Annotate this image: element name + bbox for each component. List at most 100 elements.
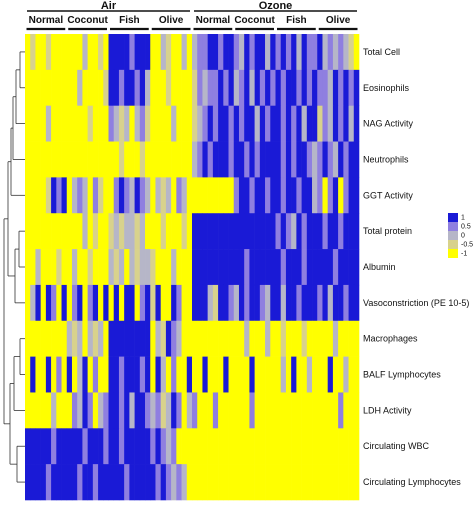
group-label: Normal — [196, 15, 231, 26]
heatmap-cell — [238, 141, 245, 178]
heatmap-cell — [98, 34, 104, 71]
heatmap-cell — [150, 177, 156, 214]
heatmap-cell — [306, 141, 313, 178]
heatmap-cell — [98, 105, 104, 142]
heatmap-cell — [218, 284, 224, 322]
heatmap-cell — [155, 177, 161, 214]
heatmap-cell — [312, 105, 318, 142]
heatmap-cell — [322, 249, 328, 286]
heatmap-cell — [118, 34, 125, 71]
heatmap-cell — [223, 320, 229, 357]
color-legend: 1 0.5 0 -0.5 -1 — [448, 213, 473, 258]
heatmap-cell — [118, 320, 125, 357]
heatmap-cell — [171, 464, 177, 501]
heatmap-cell — [165, 356, 172, 393]
heatmap-cell — [181, 141, 188, 178]
heatmap-cell — [244, 428, 250, 465]
heatmap-cell — [353, 69, 360, 106]
heatmap-cell — [244, 284, 250, 322]
heatmap-cell — [192, 213, 198, 250]
heatmap-cell — [118, 284, 125, 322]
heatmap-cell — [228, 320, 235, 357]
heatmap-cell — [207, 105, 214, 142]
heatmap-cell — [270, 464, 276, 501]
heatmap-cell — [197, 392, 203, 429]
heatmap-cell — [160, 213, 167, 250]
heatmap-cell — [202, 392, 208, 429]
heatmap-cell — [197, 213, 203, 250]
heatmap-cell — [160, 105, 167, 142]
heatmap-cell — [87, 34, 94, 71]
heatmap-cell — [87, 428, 94, 465]
heatmap-cell — [129, 428, 135, 465]
heatmap-cell — [301, 69, 308, 106]
heatmap-cell — [259, 284, 266, 322]
heatmap-cell — [317, 464, 323, 501]
heatmap-cell — [186, 34, 193, 71]
heatmap-cell — [181, 428, 188, 465]
heatmap-cell — [45, 464, 52, 501]
heatmap-cell — [118, 177, 125, 214]
heatmap-cell — [207, 213, 214, 250]
heatmap-cell — [118, 428, 125, 465]
heatmap-cell — [270, 105, 276, 142]
heatmap-cell — [192, 141, 198, 178]
heatmap-cell — [270, 69, 276, 106]
heatmap-cell — [45, 213, 52, 250]
legend-swatch — [448, 222, 458, 231]
heatmap-cell — [317, 105, 323, 142]
heatmap-cell — [176, 69, 182, 106]
heatmap-cell — [207, 177, 214, 214]
heatmap-cell — [87, 249, 94, 286]
heatmap-cell — [280, 284, 287, 322]
heatmap-cell — [150, 356, 156, 393]
heatmap-cell — [312, 213, 318, 250]
heatmap-cell — [254, 105, 261, 142]
heatmap-cell — [61, 284, 68, 322]
heatmap-cell — [98, 213, 104, 250]
heatmap-cell — [113, 464, 120, 501]
heatmap-cell — [56, 213, 62, 250]
heatmap-cell — [155, 428, 161, 465]
legend-swatch — [448, 213, 458, 222]
heatmap-cell — [218, 356, 224, 393]
heatmap-cell — [165, 69, 172, 106]
heatmap-cell — [327, 141, 334, 178]
heatmap-cell — [306, 69, 313, 106]
heatmap-cell — [244, 105, 250, 142]
heatmap-cell — [254, 392, 261, 429]
heatmap-cell — [265, 392, 271, 429]
heatmap-cell — [259, 320, 266, 357]
heatmap-cell — [186, 141, 193, 178]
heatmap-cell — [171, 69, 177, 106]
heatmap-cell — [145, 392, 151, 429]
heatmap-cell — [139, 141, 146, 178]
heatmap-cell — [322, 284, 328, 322]
heatmap-cell — [87, 464, 94, 501]
heatmap-cell — [348, 213, 355, 250]
heatmap-cell — [327, 392, 334, 429]
heatmap-cell — [338, 428, 344, 465]
heatmap-cell — [113, 356, 120, 393]
heatmap-cell — [249, 284, 255, 322]
group-label: Olive — [326, 15, 351, 26]
heatmap-cell — [155, 464, 161, 501]
heatmap-cell — [238, 34, 245, 71]
heatmap-cell — [238, 213, 245, 250]
heatmap-cell — [113, 392, 120, 429]
heatmap-cell — [223, 249, 229, 286]
heatmap-cell — [265, 141, 271, 178]
heatmap-cell — [66, 69, 73, 106]
heatmap-cell — [301, 213, 308, 250]
heatmap-cell — [103, 320, 109, 357]
heatmap-cell — [25, 105, 31, 142]
heatmap-cell — [71, 213, 78, 250]
heatmap-cell — [259, 392, 266, 429]
heatmap-cell — [249, 213, 255, 250]
heatmap-cell — [338, 177, 344, 214]
heatmap-cell — [160, 356, 167, 393]
heatmap-cell — [238, 428, 245, 465]
heatmap-cell — [348, 141, 355, 178]
heatmap-cell — [223, 177, 229, 214]
heatmap-cell — [338, 464, 344, 501]
